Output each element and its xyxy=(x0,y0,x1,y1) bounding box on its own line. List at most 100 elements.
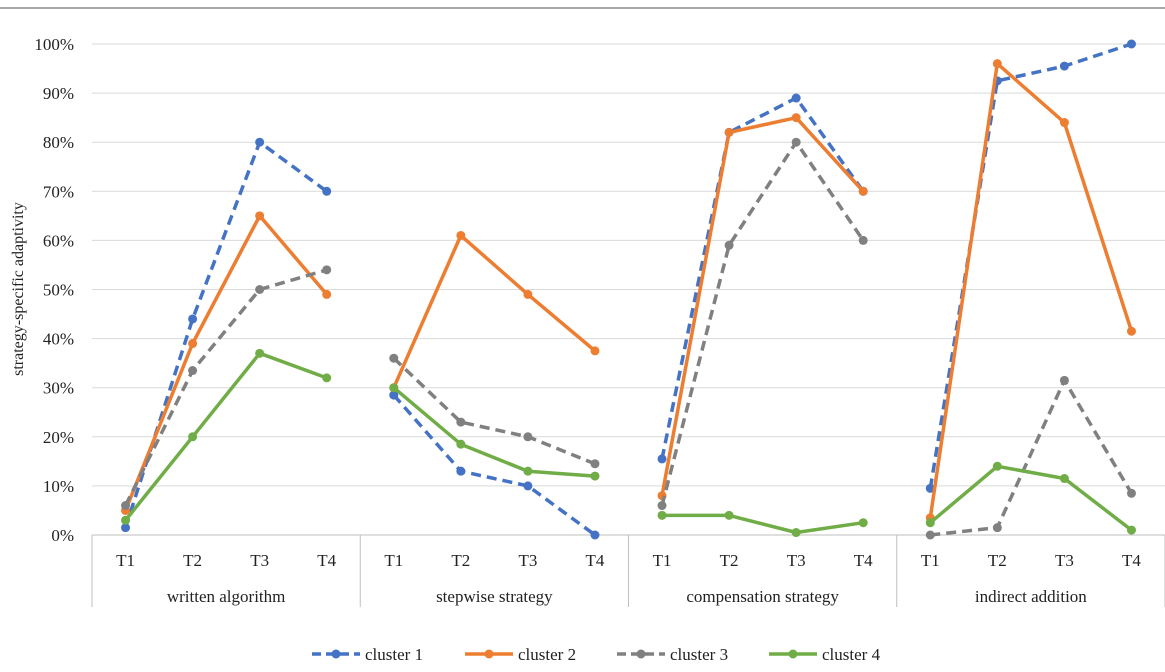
data-point xyxy=(121,523,131,533)
series-line xyxy=(123,140,328,529)
x-tick-label: T2 xyxy=(720,551,739,570)
data-point xyxy=(1059,474,1069,484)
data-point xyxy=(724,510,734,520)
series-line xyxy=(124,351,328,522)
series-cluster-4 xyxy=(121,348,1136,538)
legend-item: cluster 1 xyxy=(312,645,423,664)
data-point xyxy=(858,235,868,245)
x-tick-label: T2 xyxy=(451,551,470,570)
data-point xyxy=(992,59,1002,69)
data-point xyxy=(389,383,399,393)
category-axis: T1 T2 T3 T4 written algorithm T1 T2 T3 T4 stepwis… xyxy=(91,534,1165,607)
x-tick-label: T1 xyxy=(116,551,135,570)
series-line xyxy=(928,61,1134,519)
data-point xyxy=(925,530,935,540)
data-point xyxy=(523,481,533,491)
data-point xyxy=(590,471,600,481)
y-tick-label: 80% xyxy=(43,133,74,152)
x-tick-label: T1 xyxy=(921,551,940,570)
x-tick-label: T4 xyxy=(1122,551,1141,570)
series-line xyxy=(123,214,329,512)
y-tick-label: 90% xyxy=(43,84,74,103)
x-tick-label: T2 xyxy=(183,551,202,570)
series-line xyxy=(660,115,865,497)
data-point xyxy=(791,528,801,538)
y-tick-label: 10% xyxy=(43,477,74,496)
data-point xyxy=(1126,326,1136,336)
data-point xyxy=(791,113,801,123)
data-point xyxy=(791,137,801,147)
y-tick-labels: 0% 10% 20% 30% 40% 50% 60% 70% 80% 90% 100% xyxy=(34,35,74,545)
x-tick-label: T4 xyxy=(854,551,873,570)
data-point xyxy=(1059,118,1069,128)
y-tick-label: 60% xyxy=(43,231,74,250)
group-label: stepwise strategy xyxy=(436,587,553,606)
data-point xyxy=(657,454,667,464)
series-line xyxy=(392,356,596,466)
legend-label: cluster 3 xyxy=(670,645,728,664)
data-point xyxy=(724,127,734,137)
data-point xyxy=(724,240,734,250)
data-point xyxy=(255,211,265,221)
data-point xyxy=(456,439,466,449)
data-point xyxy=(858,186,868,196)
data-point xyxy=(523,289,533,299)
data-point xyxy=(523,432,533,442)
data-point xyxy=(121,501,131,511)
group-label: indirect addition xyxy=(975,587,1087,606)
legend-marker xyxy=(788,649,798,659)
data-point xyxy=(188,366,198,376)
series-line xyxy=(123,268,328,507)
data-point xyxy=(255,285,265,294)
data-point xyxy=(456,230,466,240)
legend-item: cluster 2 xyxy=(465,645,576,664)
x-tick-label: T3 xyxy=(518,551,537,570)
legend-marker xyxy=(331,649,341,659)
legend-marker xyxy=(484,649,494,659)
y-axis-title: strategy-specific adaptivity xyxy=(10,202,27,376)
legend-label: cluster 4 xyxy=(822,645,881,664)
data-point xyxy=(1126,525,1136,535)
data-point xyxy=(322,373,332,383)
legend-item: cluster 3 xyxy=(617,645,728,664)
data-point xyxy=(255,137,265,147)
data-point xyxy=(255,348,265,358)
series-line xyxy=(662,513,864,535)
y-tick-label: 20% xyxy=(43,428,74,447)
series-line xyxy=(929,464,1133,532)
series-line xyxy=(392,386,596,478)
series-line xyxy=(392,393,597,537)
series-line xyxy=(392,233,597,389)
data-point xyxy=(590,346,600,356)
data-point xyxy=(590,459,600,469)
series-line xyxy=(930,378,1134,537)
data-point xyxy=(188,314,198,324)
data-point xyxy=(992,461,1002,471)
data-point xyxy=(1126,488,1136,498)
data-point xyxy=(791,93,801,103)
series-line xyxy=(928,42,1133,489)
data-point xyxy=(1126,39,1136,49)
data-point xyxy=(992,523,1002,533)
data-point xyxy=(389,390,399,400)
series-line xyxy=(660,140,865,506)
x-tick-label: T3 xyxy=(1055,551,1074,570)
data-point xyxy=(389,353,399,363)
data-point xyxy=(590,530,600,540)
x-tick-label: T3 xyxy=(250,551,269,570)
x-tick-label: T3 xyxy=(787,551,806,570)
group-label: written algorithm xyxy=(167,587,286,606)
x-tick-label: T2 xyxy=(988,551,1007,570)
data-point xyxy=(322,289,332,299)
series-cluster-2 xyxy=(121,59,1136,523)
legend-label: cluster 2 xyxy=(518,645,576,664)
x-tick-label: T1 xyxy=(384,551,403,570)
gridlines xyxy=(92,43,1165,487)
y-tick-label: 30% xyxy=(43,379,74,398)
data-point xyxy=(322,265,332,275)
data-point xyxy=(121,515,131,525)
data-point xyxy=(1059,375,1069,385)
legend: cluster 1 cluster 2 cluster 3 cluster 4 xyxy=(312,645,881,664)
y-tick-label: 0% xyxy=(51,526,74,545)
